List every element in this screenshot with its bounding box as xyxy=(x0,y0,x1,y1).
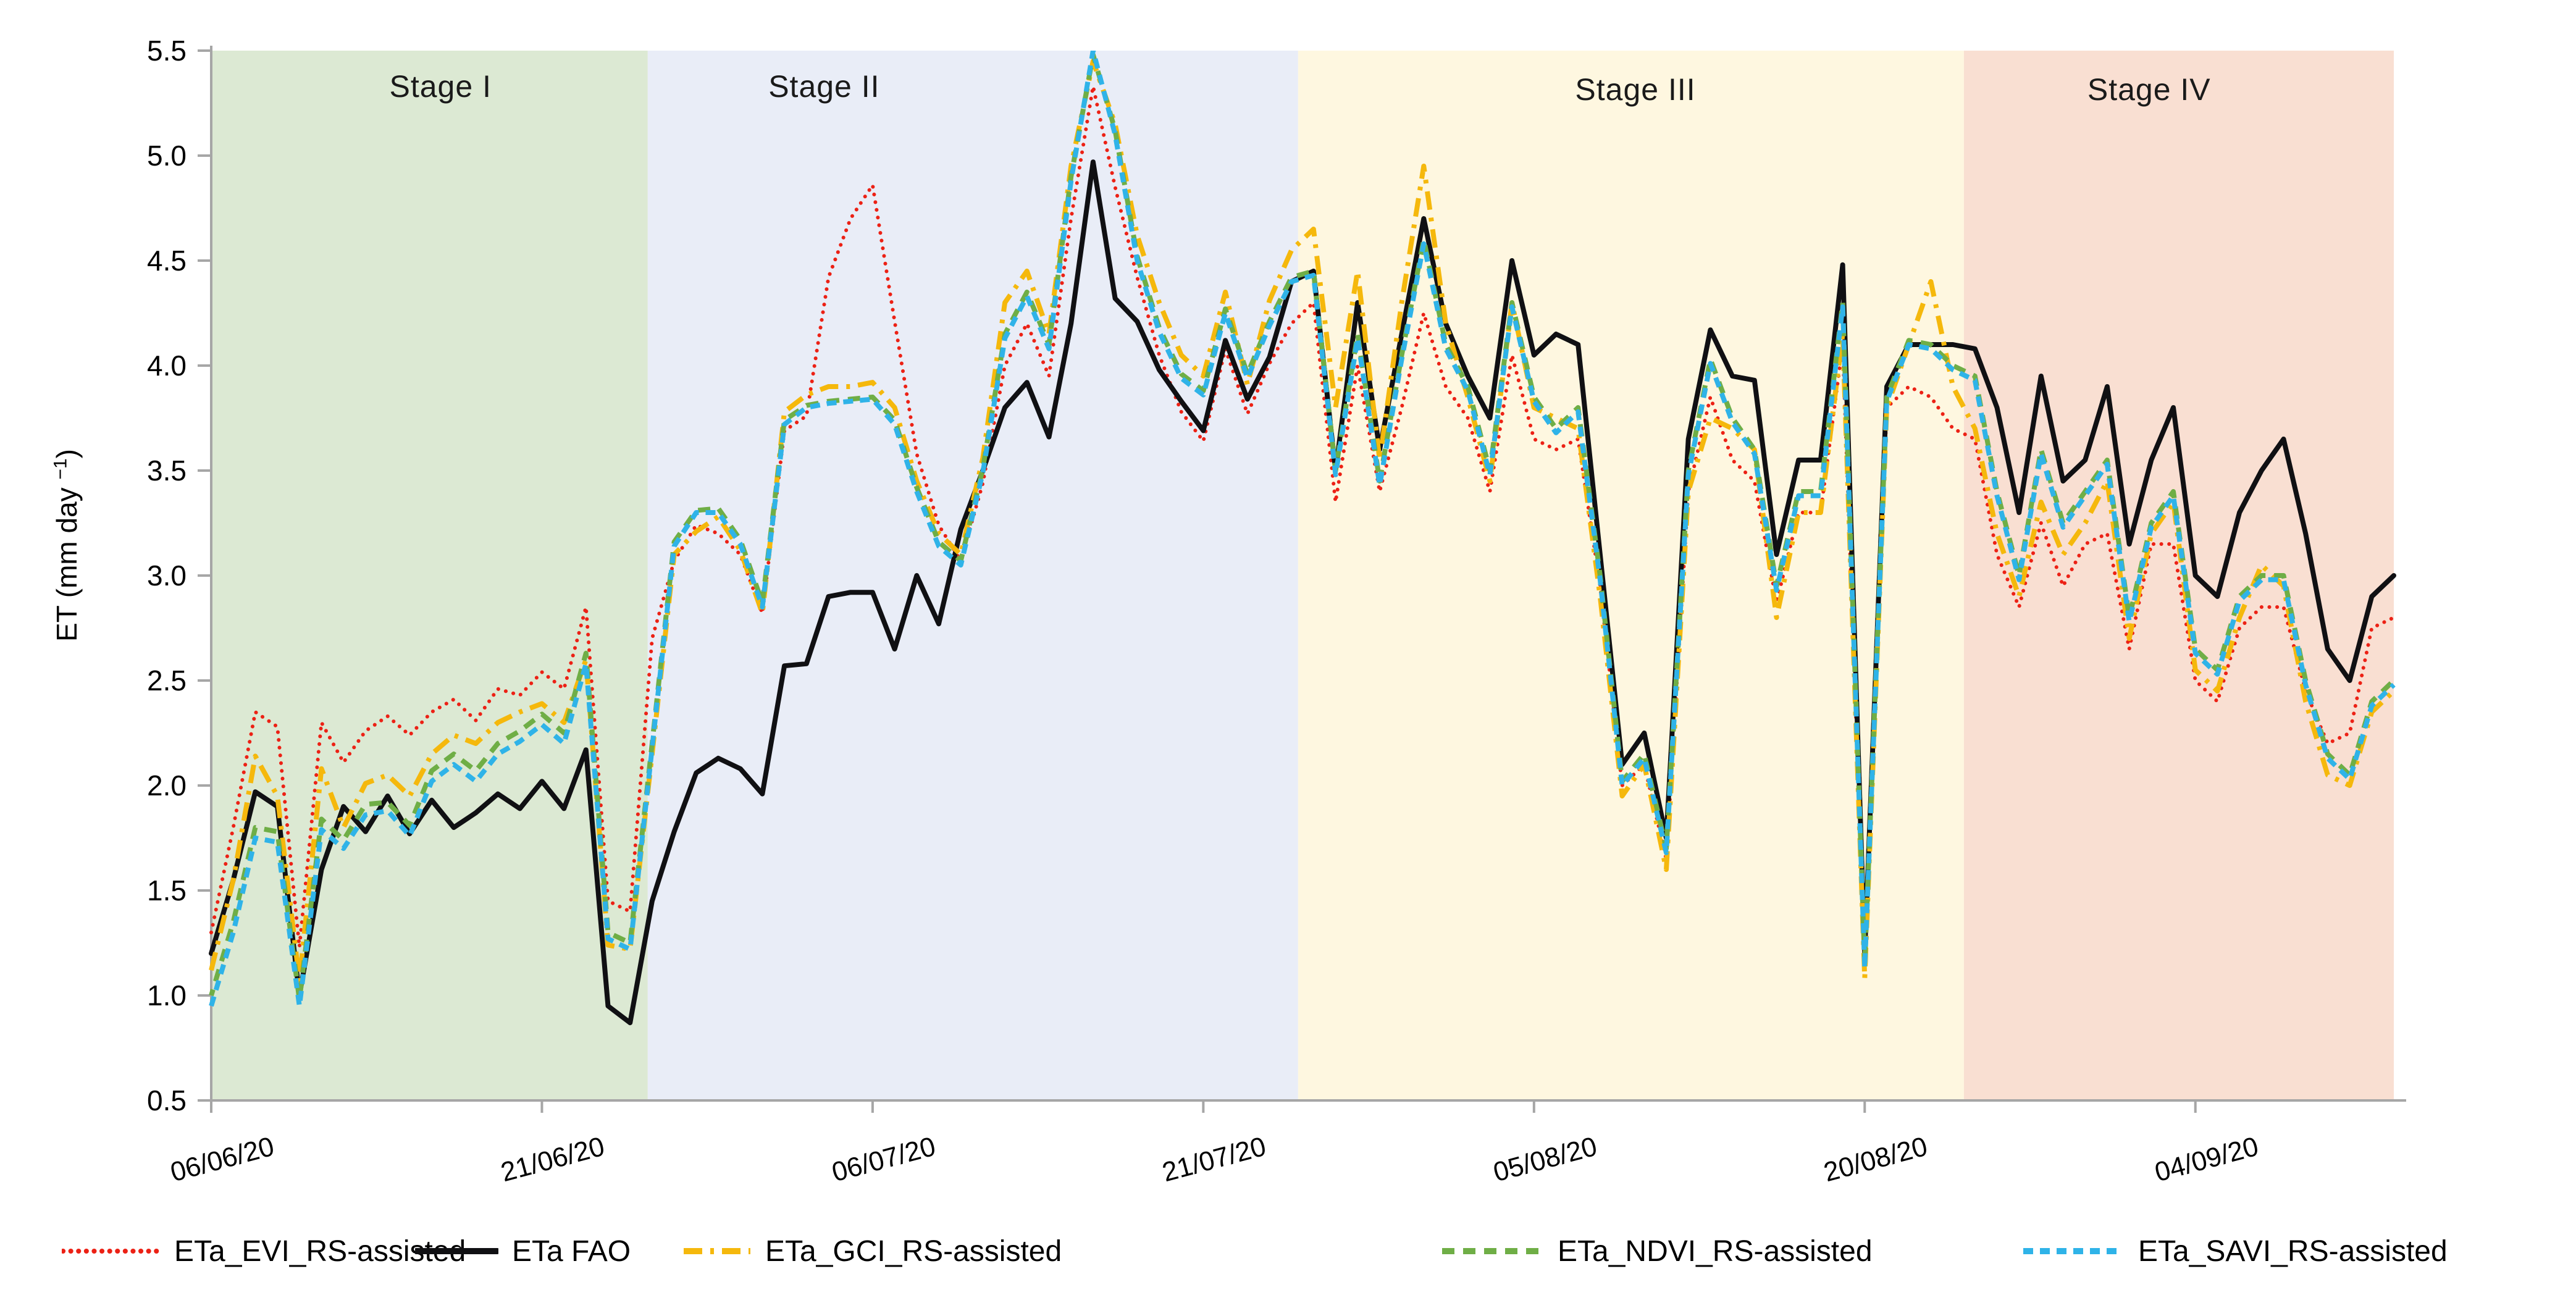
legend-marker-ETa FAO xyxy=(415,1248,498,1254)
legend-marker-ETa_EVI_RS-assisted xyxy=(62,1249,161,1254)
y-tick-label: 4.0 xyxy=(147,350,187,382)
legend-label: ETa FAO xyxy=(512,1234,631,1268)
y-tick-label: 3.0 xyxy=(147,559,187,592)
stage-label-1: Stage I xyxy=(389,69,492,104)
legend-item-ETa FAO: ETa FAO xyxy=(415,1226,631,1276)
series-line-ETa_NDVI_RS-assisted xyxy=(209,52,2396,1002)
y-tick-label: 1.5 xyxy=(147,874,187,907)
y-axis-title: ET (mm day −1) xyxy=(50,449,83,642)
chart-legend: ETa_EVI_RS-assisted ETa FAO ETa_GCI_RS-ass… xyxy=(0,1226,2576,1276)
legend-label: ETa_GCI_RS-assisted xyxy=(765,1234,1062,1268)
series-line-ETa_SAVI_RS-assisted xyxy=(209,51,2396,1008)
y-tick-label: 2.5 xyxy=(147,664,187,697)
y-tick-label: 5.0 xyxy=(147,140,187,172)
y-tick-label: 1.0 xyxy=(147,979,187,1012)
legend-marker-ETa_GCI_RS-assisted xyxy=(684,1248,750,1254)
legend-item-ETa_GCI_RS-assisted: ETa_GCI_RS-assisted xyxy=(682,1226,1062,1276)
y-axis-title-superscript: −1 xyxy=(50,458,71,480)
stage-label-4: Stage IV xyxy=(2087,72,2211,107)
y-tick-label: 3.5 xyxy=(147,455,187,487)
legend-marker-ETa_NDVI_RS-assisted xyxy=(1442,1248,1543,1254)
y-tick-label: 2.0 xyxy=(147,769,187,802)
series-line-ETa_EVI_RS-assisted xyxy=(209,84,2396,966)
stage-label-3: Stage III xyxy=(1575,72,1696,107)
stage-label-2: Stage II xyxy=(768,69,880,104)
stage-band-1 xyxy=(211,51,648,1100)
legend-label: ETa_SAVI_RS-assisted xyxy=(2138,1234,2448,1268)
stage-band-4 xyxy=(1963,51,2394,1100)
legend-item-ETa_EVI_RS-assisted: ETa_EVI_RS-assisted xyxy=(62,1226,466,1276)
y-tick-label: 0.5 xyxy=(147,1084,187,1117)
y-tick-label: 5.5 xyxy=(147,35,187,67)
legend-item-ETa_SAVI_RS-assisted: ETa_SAVI_RS-assisted xyxy=(2022,1226,2448,1276)
legend-marker-ETa_SAVI_RS-assisted xyxy=(2023,1248,2123,1254)
legend-label: ETa_NDVI_RS-assisted xyxy=(1558,1234,1873,1268)
legend-item-ETa_NDVI_RS-assisted: ETa_NDVI_RS-assisted xyxy=(1441,1226,1873,1276)
stage-band-2 xyxy=(647,51,1298,1100)
y-tick-label: 4.5 xyxy=(147,245,187,277)
